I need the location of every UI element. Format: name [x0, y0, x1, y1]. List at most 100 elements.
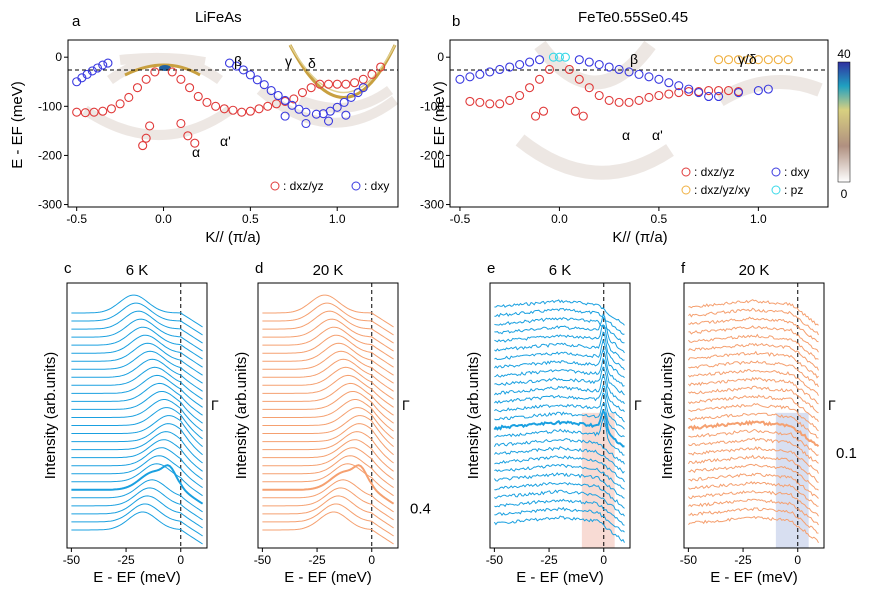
panel-b-title: FeTe0.55Se0.45 [578, 9, 688, 26]
point-a-s0-39 [183, 131, 193, 141]
point-b-s0-4 [505, 95, 515, 105]
edc-curve-d-14 [262, 407, 394, 440]
point-a-s1-8 [231, 61, 242, 71]
panel-a: a LiFeAs 0 -100 -200 -300 -0.5 0.0 0.5 1.0 α α… [9, 9, 399, 246]
point-a-s1-21 [325, 106, 335, 116]
point-a-s1-10 [245, 70, 255, 80]
xtick-label-d-0: -50 [254, 553, 272, 567]
edc-curve-e-21 [494, 482, 625, 509]
edc-curve-e-9 [494, 365, 625, 405]
band-label-alphap-a: α' [220, 133, 231, 149]
band-label-gamma-a: γ [285, 53, 292, 69]
point-a-s0-21 [263, 101, 273, 111]
point-b-s0-1 [475, 97, 485, 107]
point-a-s0-34 [376, 62, 386, 72]
point-b-s0-10 [574, 74, 584, 84]
legend-b-dxy-marker [771, 167, 781, 177]
edc-curve-c-5 [71, 334, 203, 368]
point-a-s0-18 [237, 107, 247, 117]
point-b-s1-17 [654, 74, 664, 84]
point-a-s0-11 [176, 74, 186, 84]
point-b-s2-5 [763, 55, 773, 65]
edc-curve-c-22 [71, 464, 204, 505]
point-a-s0-12 [185, 83, 195, 93]
edc-curve-d-7 [262, 350, 394, 384]
xtick-label-e-2: 0 [600, 553, 607, 567]
point-a-s0-14 [202, 97, 212, 107]
point-b-s1-8 [534, 55, 545, 65]
legend-b-dxzyzxy-marker [681, 185, 691, 195]
edc-curve-e-3 [494, 313, 625, 354]
point-b-s1-2 [475, 69, 485, 79]
panel-b-xlabel: K// (π/a) [612, 229, 667, 246]
edc-curve-d-20 [262, 455, 394, 489]
point-b-s0-16 [634, 95, 644, 105]
ytick-label-a-0: 0 [55, 50, 62, 64]
point-b-s1-15 [634, 69, 644, 79]
panel-d-ylabel: Intensity (arb.units) [233, 352, 250, 480]
edc-curve-d-6 [262, 342, 394, 376]
point-b-s1-18 [664, 78, 674, 88]
edc-curve-d-16 [262, 423, 394, 456]
point-b-s0-12 [594, 90, 604, 101]
ytick-label-b-1: -100 [420, 99, 444, 113]
point-a-s0-4 [106, 104, 116, 114]
xtick-label-c-2: 0 [177, 553, 184, 567]
point-b-s1-11 [594, 60, 604, 70]
point-a-s0-13 [193, 91, 203, 102]
point-a-s1-16 [287, 100, 297, 110]
legend-b-pz-marker [771, 185, 781, 195]
point-b-s1-20 [684, 84, 694, 94]
point-b-s1-10 [584, 57, 594, 67]
edc-curve-e-5 [494, 331, 625, 371]
point-a-s1-18 [301, 107, 311, 117]
panel-b-label: b [452, 13, 460, 30]
panel-a-points [72, 58, 386, 151]
colorbar-top-label: 40 [837, 47, 851, 61]
point-a-s1-28 [301, 118, 311, 129]
point-b-s0-2 [485, 99, 495, 109]
edc-curve-d-9 [262, 366, 394, 400]
edc-curve-d-17 [262, 431, 394, 464]
panel-a-label: a [72, 13, 81, 30]
point-b-s1-14 [624, 67, 634, 77]
panel-b-frame [449, 39, 829, 208]
edc-curve-c-4 [71, 326, 203, 360]
point-a-s0-8 [141, 74, 151, 84]
edc-curve-c-13 [71, 399, 203, 432]
edc-curve-c-17 [71, 431, 203, 464]
point-a-s1-24 [346, 92, 356, 103]
panel-d-frame [257, 282, 399, 549]
edc-curve-d-1 [262, 302, 394, 336]
point-a-s1-3 [87, 66, 97, 76]
point-a-s1-12 [259, 80, 269, 90]
edc-curve-d-19 [262, 447, 394, 480]
ytick-label-b-3: -300 [420, 198, 444, 212]
legend-b-dxy-label: : dxy [784, 165, 809, 179]
panel-e-title: 6 K [549, 262, 572, 279]
edc-curve-d-23 [262, 479, 394, 513]
point-a-s0-33 [367, 69, 377, 79]
point-b-s2-3 [743, 55, 753, 65]
point-b-s0-24 [714, 86, 724, 96]
point-a-s0-1 [80, 108, 90, 118]
edc-curve-f-18 [687, 454, 819, 483]
edc-curve-c-10 [71, 374, 203, 408]
edc-curve-f-13 [688, 412, 819, 439]
legend-b-dxzyzxy-label: : dxz/yz/xy [694, 183, 750, 197]
ytick-label-b-0: 0 [437, 50, 444, 64]
edc-curve-d-21 [262, 463, 394, 497]
point-a-s0-35 [145, 121, 155, 131]
edc-curve-d-8 [262, 358, 394, 392]
edc-curve-f-10 [688, 385, 819, 414]
edc-curve-c-15 [71, 415, 203, 447]
edc-curve-d-13 [262, 399, 394, 432]
panel-b: b FeTe0.55Se0.45 0 -100 -200 -300 -0.5 0.0 0.… [420, 9, 851, 246]
xtick-label-f-1: -25 [734, 553, 752, 567]
edc-curve-e-18 [494, 455, 625, 483]
panel-d: d 20 K -50 -25 0 Γ 0.4 E - EF (meV) Intensity (a… [233, 260, 431, 586]
band-label-gammadelta-b: γ/δ [738, 51, 757, 67]
edc-curve-c-19 [71, 447, 203, 480]
point-b-s1-7 [525, 57, 535, 67]
panel-d-gamma-marker: Γ [402, 397, 410, 413]
